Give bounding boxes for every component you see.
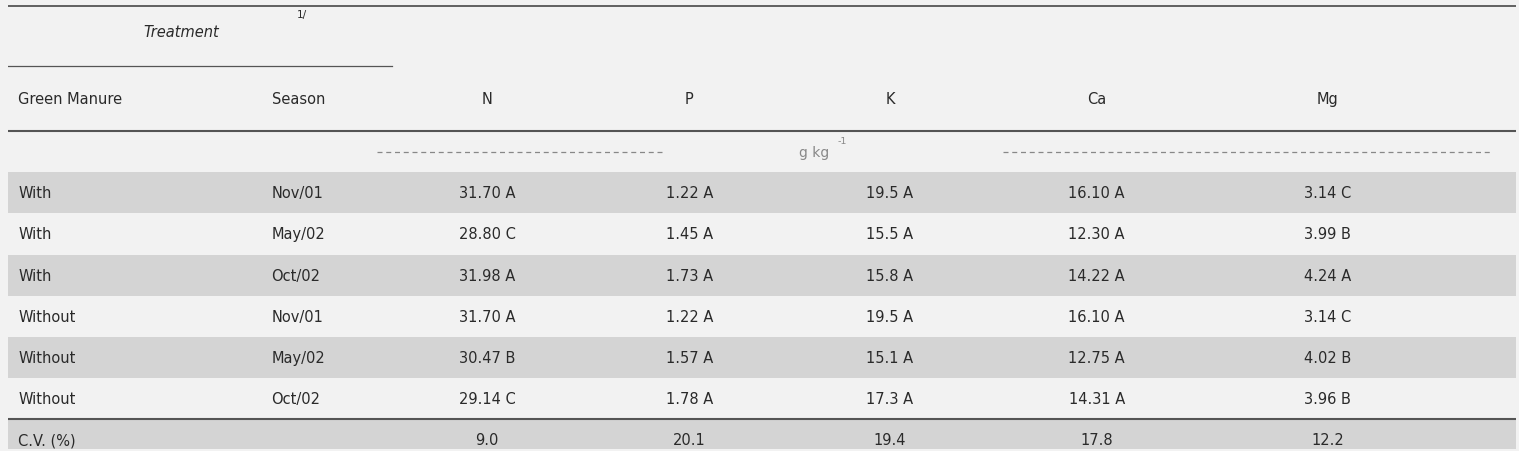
- Text: 12.2: 12.2: [1311, 433, 1344, 447]
- Text: 19.4: 19.4: [873, 433, 907, 447]
- Text: 31.98 A: 31.98 A: [459, 268, 515, 283]
- Text: 29.14 C: 29.14 C: [459, 391, 515, 406]
- Text: 4.02 B: 4.02 B: [1303, 350, 1350, 365]
- Text: g kg: g kg: [799, 145, 829, 159]
- Text: Nov/01: Nov/01: [272, 186, 324, 201]
- Text: Nov/01: Nov/01: [272, 309, 324, 324]
- Text: 31.70 A: 31.70 A: [459, 186, 515, 201]
- Text: 1/: 1/: [298, 9, 307, 19]
- Text: K: K: [886, 92, 895, 107]
- Bar: [8, 214, 1516, 255]
- Text: 16.10 A: 16.10 A: [1068, 309, 1126, 324]
- Text: 16.10 A: 16.10 A: [1068, 186, 1126, 201]
- Text: Without: Without: [18, 391, 76, 406]
- Bar: [8, 296, 1516, 337]
- Text: 1.73 A: 1.73 A: [665, 268, 712, 283]
- Text: 1.57 A: 1.57 A: [665, 350, 712, 365]
- Text: 14.31 A: 14.31 A: [1068, 391, 1124, 406]
- Text: Season: Season: [272, 92, 325, 107]
- Text: May/02: May/02: [272, 350, 325, 365]
- Text: Oct/02: Oct/02: [272, 268, 321, 283]
- Text: 12.30 A: 12.30 A: [1068, 227, 1126, 242]
- Text: 3.99 B: 3.99 B: [1303, 227, 1350, 242]
- Text: 17.8: 17.8: [1080, 433, 1113, 447]
- Text: 30.47 B: 30.47 B: [459, 350, 515, 365]
- Text: N: N: [482, 92, 492, 107]
- Text: Without: Without: [18, 350, 76, 365]
- Text: 15.8 A: 15.8 A: [866, 268, 913, 283]
- Text: With: With: [18, 227, 52, 242]
- Text: 12.75 A: 12.75 A: [1068, 350, 1126, 365]
- Text: 14.22 A: 14.22 A: [1068, 268, 1126, 283]
- Text: C.V. (%): C.V. (%): [18, 433, 76, 447]
- Text: 31.70 A: 31.70 A: [459, 309, 515, 324]
- Text: Mg: Mg: [1317, 92, 1338, 107]
- Text: 15.5 A: 15.5 A: [866, 227, 913, 242]
- Text: 28.80 C: 28.80 C: [459, 227, 515, 242]
- Text: 17.3 A: 17.3 A: [866, 391, 913, 406]
- Text: With: With: [18, 268, 52, 283]
- Text: 20.1: 20.1: [673, 433, 706, 447]
- Text: 1.22 A: 1.22 A: [665, 309, 712, 324]
- Text: 3.14 C: 3.14 C: [1303, 309, 1350, 324]
- Text: With: With: [18, 186, 52, 201]
- Text: 9.0: 9.0: [475, 433, 498, 447]
- Text: 1.22 A: 1.22 A: [665, 186, 712, 201]
- Text: 1.78 A: 1.78 A: [665, 391, 712, 406]
- Text: 3.14 C: 3.14 C: [1303, 186, 1350, 201]
- Text: -1: -1: [837, 137, 846, 146]
- Text: Ca: Ca: [1088, 92, 1106, 107]
- Text: 1.45 A: 1.45 A: [665, 227, 712, 242]
- Bar: [8, 255, 1516, 296]
- Text: Green Manure: Green Manure: [18, 92, 122, 107]
- Text: P: P: [685, 92, 694, 107]
- Bar: [8, 419, 1516, 451]
- Text: 4.24 A: 4.24 A: [1303, 268, 1350, 283]
- Text: Oct/02: Oct/02: [272, 391, 321, 406]
- Text: May/02: May/02: [272, 227, 325, 242]
- Text: 3.96 B: 3.96 B: [1303, 391, 1350, 406]
- Text: 19.5 A: 19.5 A: [866, 186, 913, 201]
- Bar: [8, 337, 1516, 378]
- Text: 19.5 A: 19.5 A: [866, 309, 913, 324]
- Text: 15.1 A: 15.1 A: [866, 350, 913, 365]
- Bar: [8, 173, 1516, 214]
- Text: Treatment: Treatment: [143, 25, 219, 40]
- Bar: [8, 378, 1516, 419]
- Text: Without: Without: [18, 309, 76, 324]
